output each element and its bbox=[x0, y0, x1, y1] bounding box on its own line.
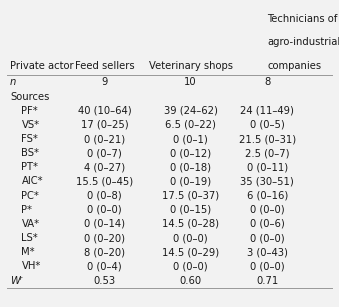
Text: M*: M* bbox=[21, 247, 35, 257]
Text: 8 (0–20): 8 (0–20) bbox=[84, 247, 125, 257]
Text: 0 (0–0): 0 (0–0) bbox=[87, 205, 122, 215]
Text: 0 (0–14): 0 (0–14) bbox=[84, 219, 125, 229]
Text: PC*: PC* bbox=[21, 191, 39, 201]
Text: 14.5 (0–28): 14.5 (0–28) bbox=[162, 219, 219, 229]
Text: 0 (0–1): 0 (0–1) bbox=[173, 134, 208, 144]
Text: 0 (0–0): 0 (0–0) bbox=[250, 233, 284, 243]
Text: 17 (0–25): 17 (0–25) bbox=[81, 120, 128, 130]
Text: 0 (0–8): 0 (0–8) bbox=[87, 191, 122, 201]
Text: BS*: BS* bbox=[21, 148, 39, 158]
Text: 0 (0–7): 0 (0–7) bbox=[87, 148, 122, 158]
Text: 0 (0–0): 0 (0–0) bbox=[250, 261, 284, 271]
Text: 14.5 (0–29): 14.5 (0–29) bbox=[162, 247, 219, 257]
Text: PT*: PT* bbox=[21, 162, 38, 172]
Text: 0.53: 0.53 bbox=[93, 275, 116, 286]
Text: 15.5 (0–45): 15.5 (0–45) bbox=[76, 177, 133, 186]
Text: 39 (24–62): 39 (24–62) bbox=[164, 106, 218, 116]
Text: 9: 9 bbox=[101, 77, 107, 87]
Text: P*: P* bbox=[21, 205, 33, 215]
Text: 0 (0–15): 0 (0–15) bbox=[170, 205, 211, 215]
Text: VA*: VA* bbox=[21, 219, 40, 229]
Text: 0 (0–0): 0 (0–0) bbox=[173, 261, 208, 271]
Text: VH*: VH* bbox=[21, 261, 41, 271]
Text: LS*: LS* bbox=[21, 233, 38, 243]
Text: 3 (0–43): 3 (0–43) bbox=[247, 247, 287, 257]
Text: 0 (0–20): 0 (0–20) bbox=[84, 233, 125, 243]
Text: companies: companies bbox=[267, 61, 321, 71]
Text: PF*: PF* bbox=[21, 106, 38, 116]
Text: 0 (0–12): 0 (0–12) bbox=[170, 148, 211, 158]
Text: 0 (0–19): 0 (0–19) bbox=[170, 177, 211, 186]
Text: Private actor: Private actor bbox=[10, 61, 74, 71]
Text: 21.5 (0–31): 21.5 (0–31) bbox=[239, 134, 296, 144]
Text: AIC*: AIC* bbox=[21, 177, 43, 186]
Text: 6 (0–16): 6 (0–16) bbox=[246, 191, 288, 201]
Text: 0.60: 0.60 bbox=[180, 275, 202, 286]
Text: 0 (0–0): 0 (0–0) bbox=[173, 233, 208, 243]
Text: 0 (0–4): 0 (0–4) bbox=[87, 261, 122, 271]
Text: Veterinary shops: Veterinary shops bbox=[149, 61, 233, 71]
Text: 17.5 (0–37): 17.5 (0–37) bbox=[162, 191, 219, 201]
Text: FS*: FS* bbox=[21, 134, 38, 144]
Text: 10: 10 bbox=[184, 77, 197, 87]
Text: 0 (0–18): 0 (0–18) bbox=[170, 162, 211, 172]
Text: Wʳ: Wʳ bbox=[10, 275, 22, 286]
Text: agro-industrial: agro-industrial bbox=[267, 37, 339, 47]
Text: 0.71: 0.71 bbox=[256, 275, 278, 286]
Text: VS*: VS* bbox=[21, 120, 40, 130]
Text: Feed sellers: Feed sellers bbox=[75, 61, 134, 71]
Text: 0 (0–21): 0 (0–21) bbox=[84, 134, 125, 144]
Text: 2.5 (0–7): 2.5 (0–7) bbox=[245, 148, 290, 158]
Text: Sources: Sources bbox=[10, 91, 49, 102]
Text: 8: 8 bbox=[264, 77, 270, 87]
Text: 35 (30–51): 35 (30–51) bbox=[240, 177, 294, 186]
Text: 0 (0–5): 0 (0–5) bbox=[250, 120, 284, 130]
Text: Technicians of: Technicians of bbox=[267, 14, 338, 24]
Text: 6.5 (0–22): 6.5 (0–22) bbox=[165, 120, 216, 130]
Text: 4 (0–27): 4 (0–27) bbox=[84, 162, 125, 172]
Text: 0 (0–11): 0 (0–11) bbox=[246, 162, 288, 172]
Text: 0 (0–6): 0 (0–6) bbox=[250, 219, 284, 229]
Text: n: n bbox=[10, 77, 16, 87]
Text: 0 (0–0): 0 (0–0) bbox=[250, 205, 284, 215]
Text: 24 (11–49): 24 (11–49) bbox=[240, 106, 294, 116]
Text: 40 (10–64): 40 (10–64) bbox=[78, 106, 131, 116]
